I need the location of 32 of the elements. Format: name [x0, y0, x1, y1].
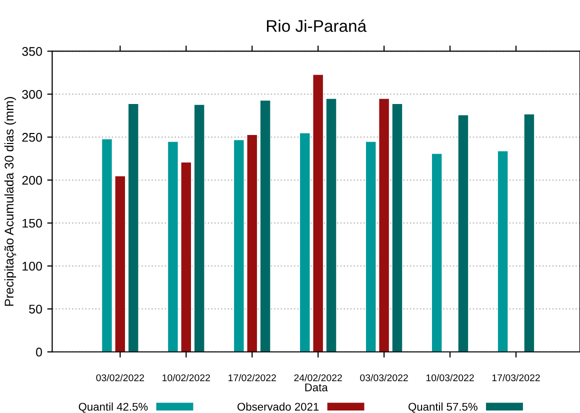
bar	[431, 153, 443, 352]
bar	[458, 114, 469, 352]
y-tick-label: 150	[22, 218, 42, 228]
y-tick-label: 300	[22, 90, 42, 99]
x-axis-title: Data	[305, 384, 328, 392]
x-tick-label: 17/02/2022	[228, 374, 276, 382]
y-tick-label: 200	[22, 176, 42, 185]
bar	[392, 103, 403, 352]
bar	[233, 139, 245, 352]
x-tick-label: 17/03/2022	[492, 374, 540, 382]
y-axis-title: Precipitação Acumulada 30 dias (mm)	[4, 97, 16, 306]
y-tick-label: 350	[22, 47, 42, 56]
y-tick-label: 250	[22, 132, 42, 142]
bar	[101, 138, 113, 352]
legend-label: Quantil 42.5%	[78, 402, 148, 413]
y-tick-label: 50	[29, 304, 42, 314]
x-tick-label: 10/03/2022	[426, 374, 474, 382]
x-tick-label: 24/02/2022	[294, 374, 342, 382]
y-tick-label: 0	[36, 348, 42, 357]
bar	[378, 98, 390, 352]
bar	[497, 150, 509, 352]
y-tick-label: 100	[22, 262, 42, 271]
chart-title: Rio Ji-Paraná	[266, 19, 367, 32]
legend-label: Observado 2021	[237, 402, 319, 411]
x-tick-label: 03/03/2022	[360, 374, 408, 382]
x-tick-label: 10/02/2022	[162, 374, 210, 382]
bar	[299, 132, 311, 352]
bar	[524, 114, 535, 352]
bar	[365, 140, 377, 352]
x-tick-label: 03/02/2022	[96, 374, 144, 382]
legend-label: Quantil 57.5%	[408, 402, 478, 413]
bar	[167, 140, 179, 352]
